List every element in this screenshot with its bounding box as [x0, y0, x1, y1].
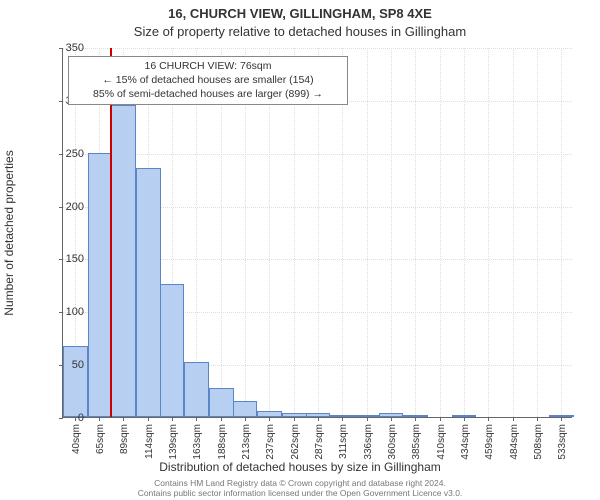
footer-attribution: Contains HM Land Registry data © Crown c…	[0, 478, 600, 498]
x-tick-label: 139sqm	[168, 424, 179, 460]
x-tick-label: 484sqm	[509, 424, 520, 460]
x-tick-mark	[172, 417, 173, 421]
x-tick-label: 336sqm	[363, 424, 374, 460]
x-tick-label: 213sqm	[241, 424, 252, 460]
histogram-bar	[63, 346, 88, 417]
y-tick-label: 0	[44, 412, 84, 424]
histogram-bar	[136, 168, 161, 417]
histogram-bar	[88, 153, 113, 417]
x-tick-label: 114sqm	[144, 424, 155, 459]
x-tick-label: 89sqm	[119, 424, 130, 454]
x-tick-label: 434sqm	[460, 424, 471, 460]
footer-line-2: Contains public sector information licen…	[0, 488, 600, 498]
x-tick-mark	[342, 417, 343, 421]
x-tick-label: 385sqm	[411, 424, 422, 460]
x-tick-mark	[464, 417, 465, 421]
x-tick-mark	[123, 417, 124, 421]
x-tick-label: 410sqm	[436, 424, 447, 460]
x-tick-mark	[196, 417, 197, 421]
x-tick-mark	[99, 417, 100, 421]
y-tick-label: 50	[44, 359, 84, 371]
x-tick-mark	[269, 417, 270, 421]
annotation-line-1: 16 CHURCH VIEW: 76sqm	[75, 59, 341, 73]
x-tick-label: 311sqm	[338, 424, 349, 459]
y-tick-label: 350	[44, 42, 84, 54]
histogram-bar	[209, 388, 234, 417]
x-tick-mark	[245, 417, 246, 421]
y-tick-label: 100	[44, 306, 84, 318]
x-tick-label: 533sqm	[557, 424, 568, 460]
x-tick-mark	[513, 417, 514, 421]
annotation-line-2: ← 15% of detached houses are smaller (15…	[75, 73, 341, 87]
y-tick-label: 150	[44, 253, 84, 265]
x-tick-mark	[415, 417, 416, 421]
x-tick-label: 459sqm	[484, 424, 495, 460]
x-tick-mark	[391, 417, 392, 421]
x-tick-mark	[221, 417, 222, 421]
x-axis-label: Distribution of detached houses by size …	[0, 460, 600, 474]
x-tick-mark	[148, 417, 149, 421]
title-line-1: 16, CHURCH VIEW, GILLINGHAM, SP8 4XE	[0, 6, 600, 21]
x-tick-mark	[537, 417, 538, 421]
x-tick-mark	[294, 417, 295, 421]
histogram-bar	[233, 401, 258, 417]
x-tick-mark	[440, 417, 441, 421]
histogram-bar	[111, 105, 136, 417]
x-tick-label: 360sqm	[387, 424, 398, 460]
y-tick-label: 200	[44, 201, 84, 213]
histogram-bar	[160, 284, 185, 417]
annotation-box: 16 CHURCH VIEW: 76sqm ← 15% of detached …	[68, 56, 348, 105]
y-axis-label: Number of detached properties	[2, 150, 16, 315]
x-tick-label: 237sqm	[265, 424, 276, 460]
x-tick-mark	[488, 417, 489, 421]
x-tick-label: 262sqm	[290, 424, 301, 460]
chart-container: 16, CHURCH VIEW, GILLINGHAM, SP8 4XE Siz…	[0, 0, 600, 500]
annotation-line-3: 85% of semi-detached houses are larger (…	[75, 87, 341, 101]
x-tick-label: 40sqm	[71, 424, 82, 454]
x-tick-label: 508sqm	[533, 424, 544, 460]
x-tick-mark	[367, 417, 368, 421]
x-tick-label: 188sqm	[217, 424, 228, 460]
x-tick-mark	[318, 417, 319, 421]
x-tick-mark	[561, 417, 562, 421]
histogram-bar	[184, 362, 209, 417]
y-tick-label: 250	[44, 148, 84, 160]
x-tick-label: 163sqm	[192, 424, 203, 460]
x-tick-label: 287sqm	[314, 424, 325, 460]
footer-line-1: Contains HM Land Registry data © Crown c…	[0, 478, 600, 488]
title-line-2: Size of property relative to detached ho…	[0, 24, 600, 39]
x-tick-label: 65sqm	[95, 424, 106, 454]
